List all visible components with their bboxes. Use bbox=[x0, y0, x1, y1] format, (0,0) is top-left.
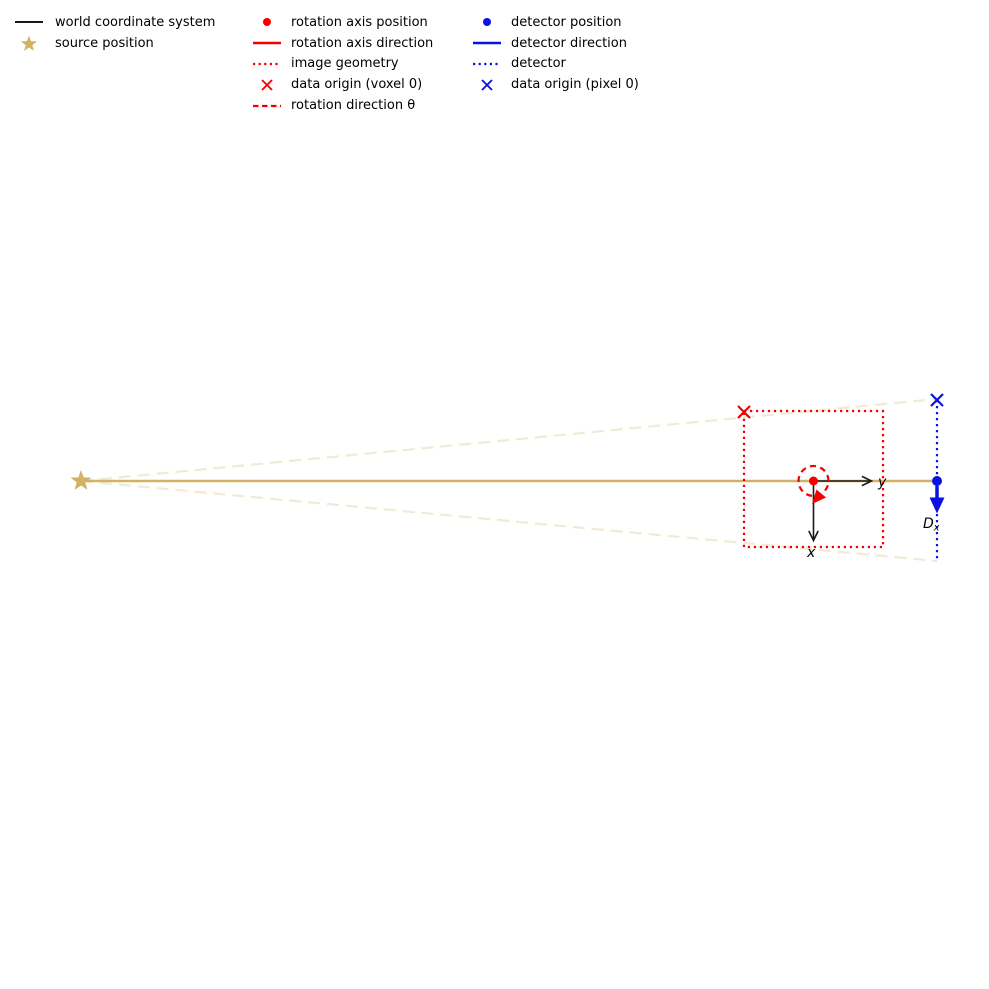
detector-position-dot bbox=[932, 476, 942, 486]
legend-item: rotation direction θ bbox=[253, 95, 433, 116]
legend-item: detector position bbox=[473, 12, 639, 33]
legend-item-label: rotation axis direction bbox=[291, 35, 434, 51]
rotation-direction-arrowhead-icon bbox=[812, 489, 826, 504]
legend-column-rotation: rotation axis position rotation axis dir… bbox=[253, 12, 433, 116]
legend-item: detector bbox=[473, 54, 639, 75]
legend-item-label: image geometry bbox=[291, 56, 399, 72]
rotation-direction-dashed-line-icon bbox=[253, 99, 281, 113]
legend-item: image geometry bbox=[253, 54, 433, 75]
legend-item: rotation axis position bbox=[253, 12, 433, 33]
legend-item-label: data origin (voxel 0) bbox=[291, 77, 423, 93]
legend-item: data origin (pixel 0) bbox=[473, 74, 639, 95]
x-axis-label: x bbox=[806, 545, 816, 561]
image-geometry-dotted-line-icon bbox=[253, 57, 281, 71]
rotation-axis-position-dot bbox=[809, 476, 818, 486]
legend-item: world coordinate system bbox=[14, 12, 215, 33]
pixel-origin-cross-icon bbox=[930, 393, 944, 407]
rotation-direction-arc bbox=[797, 464, 830, 497]
legend-item-label: rotation direction θ bbox=[291, 98, 416, 114]
image-geometry-rect bbox=[742, 409, 885, 549]
legend-item-label: data origin (pixel 0) bbox=[511, 77, 639, 93]
voxel-origin-cross-icon bbox=[737, 405, 751, 419]
legend-item-label: rotation axis position bbox=[291, 14, 428, 30]
voxel-origin-cross-icon bbox=[253, 78, 281, 92]
y-axis-arrow bbox=[812, 475, 874, 487]
legend-item: detector direction bbox=[473, 33, 639, 54]
legend-item-label: source position bbox=[55, 35, 154, 51]
y-axis-label: y bbox=[877, 475, 887, 491]
detector-dotted-line-icon bbox=[473, 57, 501, 71]
source-star-icon bbox=[14, 35, 44, 52]
legend-column-world: world coordinate system source position bbox=[14, 12, 215, 54]
rotation-axis-position-dot-icon bbox=[253, 15, 281, 29]
legend-item: data origin (voxel 0) bbox=[253, 74, 433, 95]
beam-edge-bottom-line bbox=[80, 479, 938, 563]
legend-item-label: detector position bbox=[511, 14, 622, 30]
source-star-icon bbox=[70, 470, 92, 490]
legend-item-label: detector direction bbox=[511, 35, 627, 51]
x-axis-arrow bbox=[808, 480, 819, 543]
detector-direction-line-icon bbox=[473, 36, 501, 50]
detector-direction-arrow bbox=[929, 486, 945, 514]
detector-position-dot-icon bbox=[473, 15, 501, 29]
pixel-origin-cross-icon bbox=[473, 78, 501, 92]
legend-item: source position bbox=[14, 33, 215, 54]
detector-axis-label: Dx bbox=[923, 516, 940, 534]
world-coordinate-line-icon bbox=[14, 14, 44, 30]
legend-item-label: world coordinate system bbox=[55, 14, 216, 30]
legend-column-detector: detector position detector direction det… bbox=[473, 12, 639, 95]
legend-item: rotation axis direction bbox=[253, 33, 433, 54]
legend-item-label: detector bbox=[511, 56, 566, 72]
rotation-axis-direction-line-icon bbox=[253, 36, 281, 50]
beam-edge-top-line bbox=[80, 397, 938, 483]
